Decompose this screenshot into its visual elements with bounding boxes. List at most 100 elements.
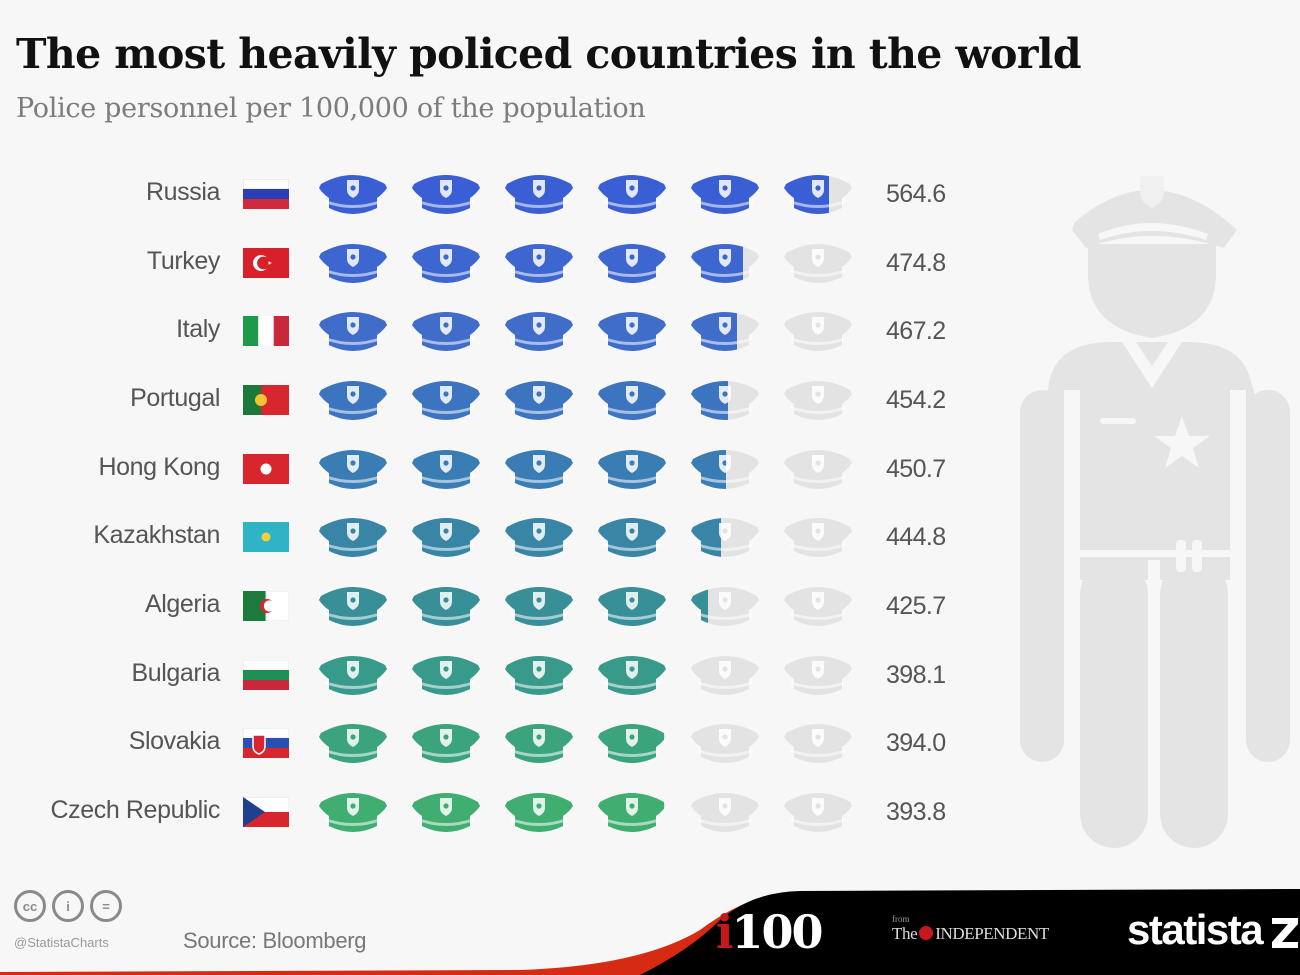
police-cap-icon	[689, 719, 761, 765]
chart-row-russia: Russia 564.6	[0, 168, 1000, 218]
police-cap-icon	[596, 582, 668, 628]
statista-handle: @StatistaCharts	[14, 935, 109, 950]
police-cap-icon	[503, 651, 575, 697]
value-label: 474.8	[886, 249, 946, 277]
police-cap-icon	[689, 651, 761, 697]
police-cap-icon	[410, 788, 482, 834]
chart-subtitle: Police personnel per 100,000 of the popu…	[16, 93, 646, 124]
value-label: 393.8	[886, 798, 946, 826]
chart-title: The most heavily policed countries in th…	[16, 30, 1082, 78]
algeria-flag-icon	[243, 591, 289, 621]
police-cap-icon	[596, 513, 668, 559]
police-cap-icon	[317, 376, 389, 422]
country-label: Italy	[176, 315, 220, 343]
police-cap-icon	[596, 239, 668, 285]
police-cap-icon	[503, 445, 575, 491]
police-cap-icon	[782, 719, 854, 765]
cap-pictogram	[317, 374, 877, 424]
police-cap-icon	[317, 719, 389, 765]
country-label: Algeria	[144, 590, 220, 618]
police-cap-icon	[782, 651, 854, 697]
police-cap-icon	[503, 307, 575, 353]
police-cap-icon	[317, 445, 389, 491]
chart-row-slovakia: Slovakia 394.0	[0, 717, 1000, 767]
police-cap-icon	[689, 445, 761, 491]
police-cap-icon	[410, 651, 482, 697]
bulgaria-flag-icon	[243, 660, 289, 690]
police-cap-icon	[317, 513, 389, 559]
police-cap-icon	[689, 788, 761, 834]
cc-icon: cc	[14, 890, 46, 922]
police-cap-icon	[317, 170, 389, 216]
police-cap-icon	[503, 239, 575, 285]
police-cap-icon	[503, 513, 575, 559]
police-cap-icon	[410, 513, 482, 559]
police-cap-icon	[782, 582, 854, 628]
police-cap-icon	[410, 239, 482, 285]
police-cap-icon	[782, 239, 854, 285]
chart-row-italy: Italy 467.2	[0, 305, 1000, 355]
police-cap-icon	[689, 307, 761, 353]
value-label: 425.7	[886, 592, 946, 620]
police-cap-icon	[596, 651, 668, 697]
police-cap-icon	[782, 445, 854, 491]
police-cap-icon	[782, 307, 854, 353]
country-label: Kazakhstan	[93, 521, 220, 549]
country-label: Hong Kong	[98, 453, 221, 481]
police-cap-icon	[596, 170, 668, 216]
russia-flag-icon	[243, 179, 289, 209]
police-cap-icon	[410, 376, 482, 422]
eagle-icon	[919, 926, 934, 940]
value-label: 444.8	[886, 523, 946, 551]
police-cap-icon	[317, 239, 389, 285]
no-derivatives-icon: =	[90, 890, 122, 922]
value-label: 564.6	[886, 180, 946, 208]
kazakhstan-flag-icon	[243, 522, 289, 552]
cap-pictogram	[317, 717, 877, 767]
value-label: 467.2	[886, 317, 946, 345]
police-cap-icon	[503, 582, 575, 628]
chart-row-kazakhstan: Kazakhstan 444.8	[0, 511, 1000, 561]
value-label: 398.1	[886, 661, 946, 689]
license-block: cc i =	[14, 890, 122, 922]
police-cap-icon	[689, 376, 761, 422]
hong-kong-flag-icon	[243, 454, 289, 484]
police-cap-icon	[410, 719, 482, 765]
police-cap-icon	[782, 788, 854, 834]
police-cap-icon	[689, 170, 761, 216]
police-cap-icon	[596, 788, 668, 834]
police-cap-icon	[317, 307, 389, 353]
chart-row-turkey: Turkey 474.8	[0, 237, 1000, 287]
i100-logo: i100	[716, 905, 824, 959]
police-cap-icon	[503, 376, 575, 422]
statista-logo: statista	[1127, 906, 1264, 953]
czech-republic-flag-icon	[243, 797, 289, 827]
police-cap-icon	[317, 788, 389, 834]
police-cap-icon	[410, 170, 482, 216]
police-cap-icon	[503, 170, 575, 216]
country-label: Bulgaria	[131, 659, 220, 687]
police-cap-icon	[689, 239, 761, 285]
country-label: Russia	[145, 178, 220, 206]
police-cap-icon	[410, 445, 482, 491]
independent-logo: from The INDEPENDENT	[892, 914, 1049, 943]
cap-pictogram	[317, 649, 877, 699]
cap-pictogram	[317, 511, 877, 561]
police-cap-icon	[782, 513, 854, 559]
police-cap-icon	[317, 582, 389, 628]
chart-row-bulgaria: Bulgaria 398.1	[0, 649, 1000, 699]
police-cap-icon	[410, 582, 482, 628]
italy-flag-icon	[243, 316, 289, 346]
value-label: 394.0	[886, 729, 946, 757]
country-label: Portugal	[130, 384, 220, 412]
portugal-flag-icon	[243, 385, 289, 415]
cap-pictogram	[317, 580, 877, 630]
police-cap-icon	[596, 445, 668, 491]
cap-pictogram	[317, 168, 877, 218]
police-cap-icon	[689, 582, 761, 628]
cap-pictogram	[317, 237, 877, 287]
value-label: 454.2	[886, 386, 946, 414]
chart-row-algeria: Algeria 425.7	[0, 580, 1000, 630]
value-label: 450.7	[886, 455, 946, 483]
chart-row-czech-republic: Czech Republic 393.8	[0, 786, 1000, 836]
